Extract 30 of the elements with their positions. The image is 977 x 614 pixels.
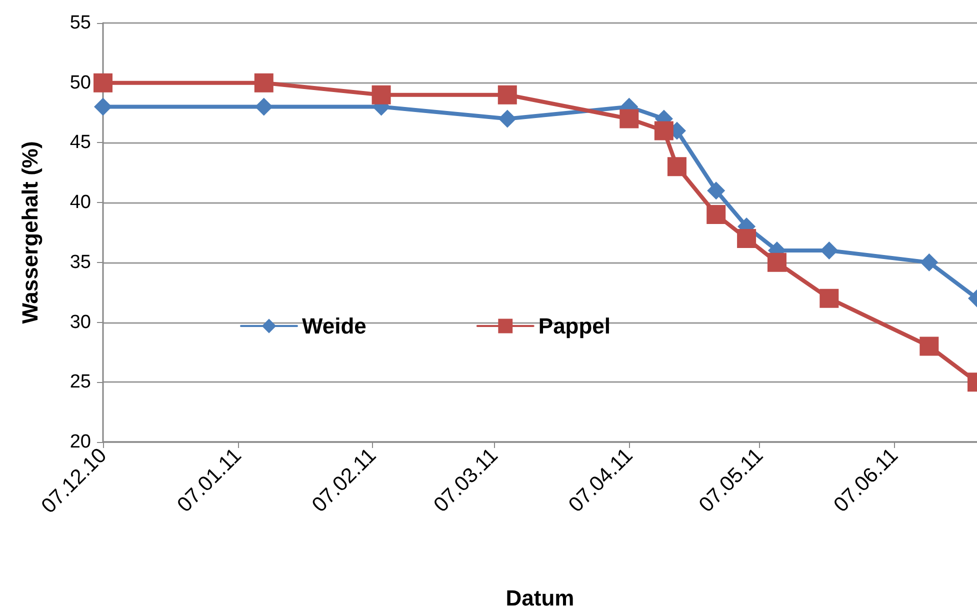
legend-label: Pappel [538,314,611,338]
legend-label: Weide [302,314,366,338]
point [94,73,112,92]
y-tick-label: 45 [70,132,91,154]
point [498,110,516,128]
point [767,252,786,272]
y-tick-label: 20 [70,432,91,452]
point [654,121,674,140]
y-axis-title: Wassergehalt (%) [18,141,42,324]
y-tick-label: 50 [70,72,91,94]
y-tick-label: 40 [70,192,91,214]
y-tick-label: 25 [70,372,91,393]
point [372,85,391,104]
point [920,336,939,356]
y-tick-label: 30 [70,312,91,333]
point [94,98,112,116]
point [820,241,838,260]
point [498,85,517,104]
point [620,109,639,128]
y-tick-label: 55 [70,12,91,34]
point [254,98,273,116]
point [254,73,274,92]
point [820,288,839,308]
point [667,157,686,176]
x-axis-title: Datum [506,586,574,610]
point [706,205,726,224]
point [920,253,938,272]
point [737,228,756,248]
y-tick-label: 35 [70,252,91,273]
point [707,182,726,200]
